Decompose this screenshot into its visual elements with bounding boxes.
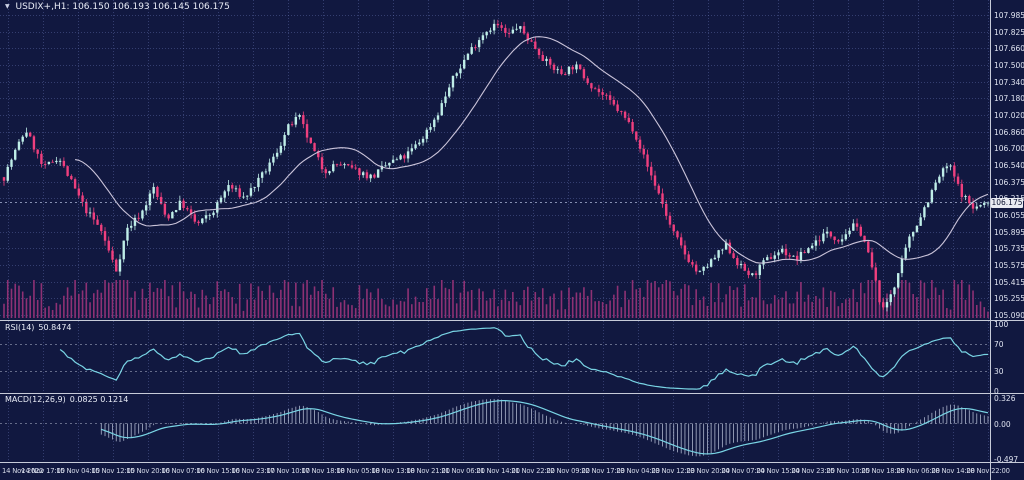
time-axis-label: 23 Nov 20:00: [686, 467, 730, 475]
time-axis-label: 28 Nov 14:00: [931, 467, 975, 475]
time-axis-label: 16 Nov 07:00: [161, 467, 205, 475]
price-axis-label: 105.255: [994, 294, 1024, 304]
price-axis-label: 106.375: [994, 177, 1024, 187]
time-axis-label: 16 Nov 15:00: [196, 467, 240, 475]
price-axis-label: 105.575: [994, 261, 1024, 270]
price-axis-label: 105.415: [994, 277, 1024, 287]
macd-axis-label: 0.00: [994, 419, 1011, 429]
time-axis-label: 18 Nov 21:00: [406, 467, 450, 475]
chart-symbol-period: USDIX+,H1:: [15, 2, 70, 12]
time-axis-label: 21 Nov 14:00: [476, 467, 520, 475]
macd-axis-label: 0.326: [994, 394, 1016, 403]
price-axis-label: 106.860: [994, 127, 1024, 137]
price-axis-label: 107.340: [994, 77, 1024, 87]
time-axis-label: 18 Nov 05:00: [336, 467, 380, 475]
rsi-axis-label: 70: [994, 340, 1004, 350]
price-axis-label: 107.660: [994, 44, 1024, 54]
macd-values: 0.0825 0.1214: [69, 395, 129, 404]
time-axis-label: 25 Nov 18:00: [861, 467, 905, 475]
time-axis-label: 17 Nov 18:00: [301, 467, 345, 475]
price-axis-label: 106.055: [994, 211, 1024, 220]
time-axis-label: 24 Nov 07:00: [721, 467, 765, 475]
time-axis-label: 22 Nov 09:00: [546, 467, 590, 475]
rsi-axis-label: 30: [994, 366, 1004, 376]
time-axis-label: 24 Nov 15:00: [756, 467, 800, 475]
rsi-value: 50.8474: [38, 323, 72, 332]
price-axis-label: 107.985: [994, 11, 1024, 20]
symbol-marker-icon: ▼: [5, 3, 10, 10]
macd-indicator-label: MACD(12,26,9) 0.0825 0.1214: [5, 395, 128, 404]
time-axis-label: 17 Nov 10:00: [266, 467, 310, 475]
time-axis-label: 28 Nov 22:00: [966, 467, 1010, 475]
time-axis-label: 28 Nov 06:00: [896, 467, 940, 475]
time-axis-label: 15 Nov 04:00: [56, 467, 100, 475]
time-axis-label: 25 Nov 10:00: [826, 467, 870, 475]
time-axis-label: 14 Nov 2022: [2, 467, 44, 475]
time-axis-label: 21 Nov 06:00: [441, 467, 485, 475]
time-axis-label: 24 Nov 23:00: [791, 467, 835, 475]
time-axis-label: 15 Nov 20:00: [126, 467, 170, 475]
price-axis-label: 106.540: [994, 161, 1024, 170]
time-axis-label: 18 Nov 13:00: [371, 467, 415, 475]
time-axis-label: 16 Nov 23:00: [231, 467, 275, 475]
price-axis-label: 107.825: [994, 27, 1024, 37]
macd-name: MACD(12,26,9): [5, 395, 66, 404]
chart-ohlc-values: 106.150 106.193 106.145 106.175: [72, 2, 230, 12]
price-axis-label: 107.500: [994, 61, 1024, 70]
time-axis-label: 22 Nov 17:00: [581, 467, 625, 475]
price-axis-label: 105.895: [994, 227, 1024, 237]
price-axis-label: 105.090: [994, 311, 1024, 320]
rsi-axis-label: 0: [994, 387, 999, 396]
rsi-axis-label: 100: [994, 320, 1009, 329]
time-axis-label: 14 Nov 17:00: [21, 467, 65, 475]
time-axis-label: 23 Nov 04:00: [616, 467, 660, 475]
price-axis-label: 105.735: [994, 244, 1024, 254]
chart-title: ▼ USDIX+,H1: 106.150 106.193 106.145 106…: [5, 2, 230, 12]
price-axis-label: 106.700: [994, 144, 1024, 154]
rsi-indicator-label: RSI(14) 50.8474: [5, 323, 72, 332]
macd-axis-label: -0.497: [994, 455, 1019, 464]
current-price-tag: 106.175: [991, 197, 1023, 208]
time-axis-label: 21 Nov 22:00: [511, 467, 555, 475]
rsi-name: RSI(14): [5, 323, 35, 332]
time-axis-label: 15 Nov 12:00: [91, 467, 135, 475]
price-axis-label: 107.020: [994, 111, 1024, 120]
price-axis-label: 107.180: [994, 94, 1024, 104]
time-axis-label: 23 Nov 12:00: [651, 467, 695, 475]
